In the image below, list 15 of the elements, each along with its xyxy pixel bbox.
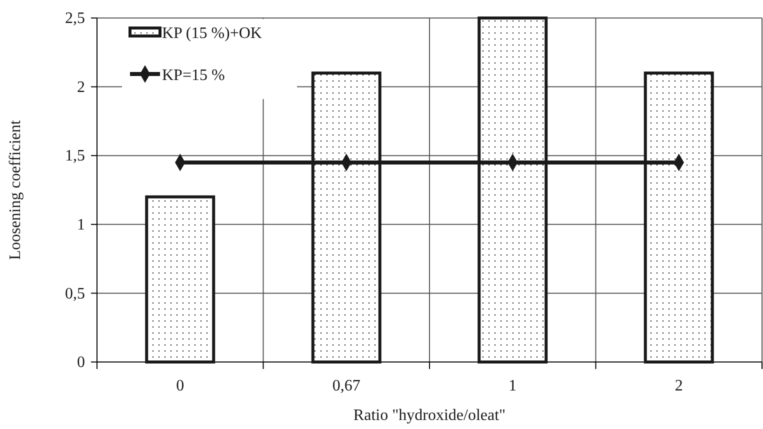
y-tick-label: 0 [77, 354, 85, 372]
x-tick-label: 1 [508, 378, 517, 395]
x-axis-title: Ratio "hydroxide/oleat" [353, 407, 506, 424]
y-tick-label: 2 [77, 78, 85, 96]
bar [145, 195, 216, 364]
legend-label: KP=15 % [162, 67, 225, 84]
y-tick-label: 1 [77, 216, 85, 234]
legend-label: KP (15 %)+OK [162, 25, 262, 42]
y-tick-label: 2,5 [65, 10, 85, 28]
x-tick-label: 2 [674, 378, 683, 395]
y-tick-label: 1,5 [65, 148, 85, 165]
x-tick-label: 0 [176, 378, 184, 395]
y-tick-label: 0,5 [65, 285, 85, 302]
y-axis-title: Loosening coefficient [7, 120, 24, 260]
x-tick-label: 0,67 [332, 378, 360, 395]
